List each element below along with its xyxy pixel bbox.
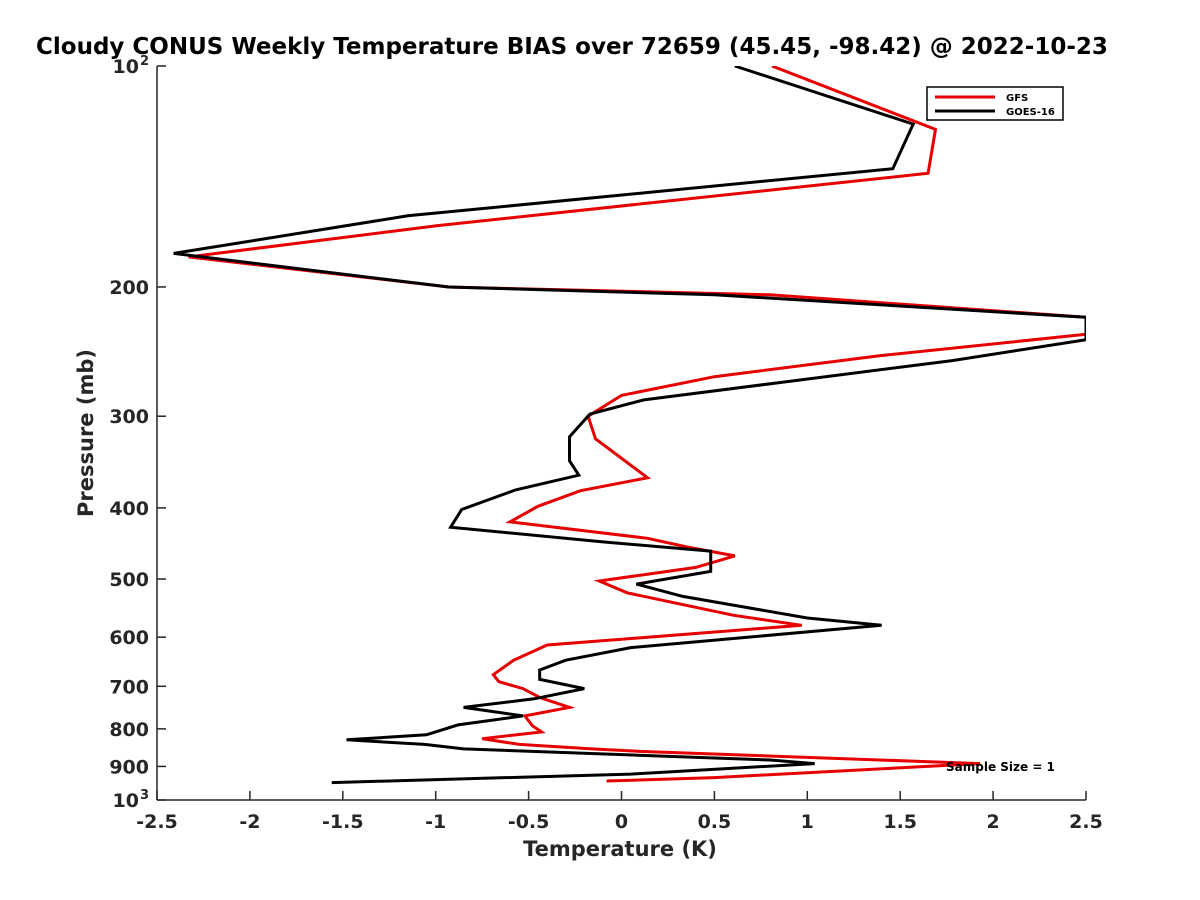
legend-label: GOES-16 <box>1006 107 1055 118</box>
legend-box <box>926 86 1064 121</box>
x-tick-label: 0.5 <box>698 811 732 833</box>
x-axis-title: Temperature (K) <box>523 837 717 861</box>
y-tick-label: 700 <box>109 676 149 698</box>
x-tick-label: 1 <box>801 811 814 833</box>
series-line-goes-16 <box>173 66 1086 785</box>
y-tick-label: 10 <box>113 790 139 812</box>
y-tick-label: 500 <box>109 569 149 591</box>
chart-title: Cloudy CONUS Weekly Temperature BIAS ove… <box>36 34 1108 60</box>
y-tick-label: 10 <box>113 56 139 78</box>
y-tick-label: 600 <box>109 627 149 649</box>
y-tick-exponent: 3 <box>140 788 149 803</box>
series-layer <box>173 66 1086 785</box>
x-tick-label: 2 <box>986 811 999 833</box>
x-tick-label: 0 <box>615 811 628 833</box>
series-line-gfs <box>188 66 1086 783</box>
y-tick-label: 800 <box>109 719 149 741</box>
x-tick-label: -1 <box>425 811 446 833</box>
x-tick-label: -0.5 <box>508 811 550 833</box>
legend-label: GFS <box>1006 93 1028 104</box>
x-tick-label: -2 <box>239 811 260 833</box>
y-tick-label: 400 <box>109 498 149 520</box>
x-tick-label: -2.5 <box>136 811 178 833</box>
axes-layer: -2.5 -2 -1.5 -1 -0.5 0 0.5 1 1.5 2 2.510 2200300400… <box>109 54 1103 833</box>
x-tick-label: 2.5 <box>1069 811 1103 833</box>
y-tick-label: 300 <box>109 406 149 428</box>
x-tick-label: 1.5 <box>883 811 917 833</box>
sample-size-annotation: Sample Size = 1 <box>946 760 1055 774</box>
x-tick-label: -1.5 <box>322 811 364 833</box>
y-axis-title: Pressure (mb) <box>74 349 98 517</box>
y-tick-exponent: 2 <box>140 54 149 69</box>
legend: GFS GOES-16 <box>926 86 1064 121</box>
y-tick-label: 900 <box>109 756 149 778</box>
y-tick-label: 200 <box>109 277 149 299</box>
